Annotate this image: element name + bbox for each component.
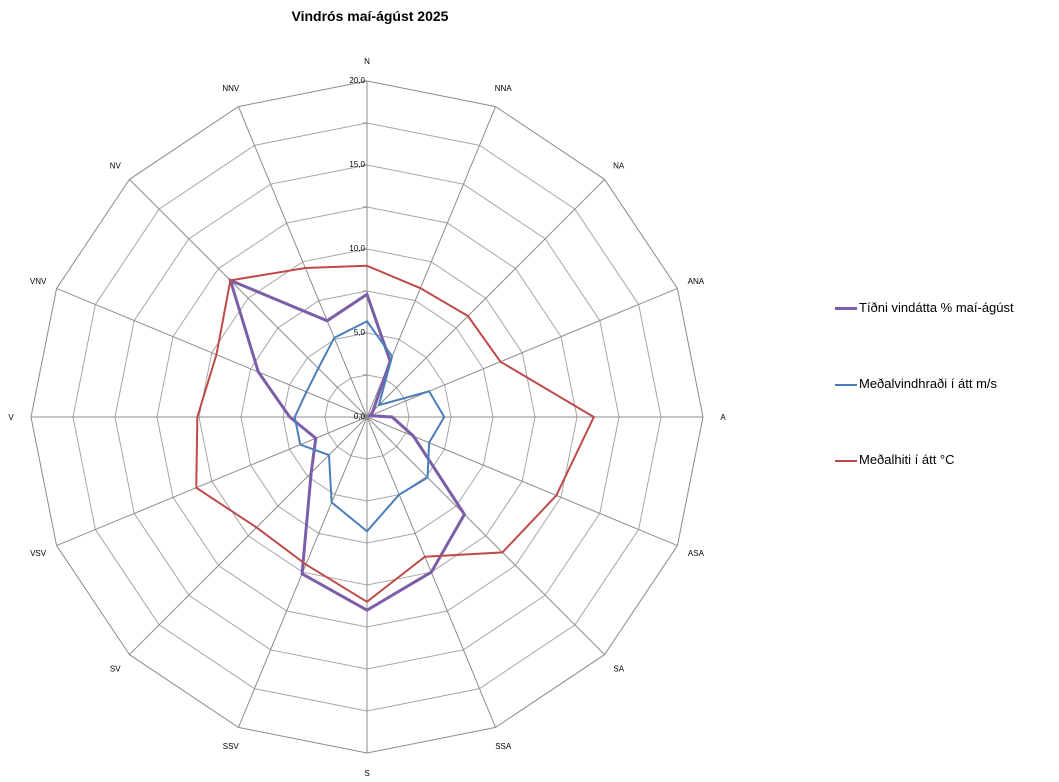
series-lines (195, 264, 596, 612)
grid-spoke (237, 106, 368, 418)
legend-swatch (835, 459, 857, 462)
direction-label-vsv: VSV (30, 549, 47, 558)
series-line-1 (228, 277, 467, 612)
grid-spoke (366, 287, 678, 418)
direction-label-sa: SA (613, 665, 624, 674)
direction-label-asa: ASA (688, 549, 705, 558)
grid-spoke (56, 287, 368, 418)
legend-label: Meðalvindhraði í átt m/s (859, 376, 998, 391)
legend-swatch (835, 383, 857, 386)
legend-item: Meðalvindhraði í átt m/s (835, 376, 997, 391)
legend-label: Tíðni vindátta % maí-ágúst (859, 300, 1014, 315)
direction-label-ssv: SSV (223, 742, 240, 751)
direction-label-nnv: NNV (222, 84, 240, 93)
direction-labels: N NNA NA ANA A ASA SA SSA S SSV SV VSV V VNV NV NNV (8, 57, 726, 778)
direction-label-na: NA (613, 161, 625, 170)
chart-title: Vindrós maí-ágúst 2025 (291, 8, 449, 24)
direction-label-v: V (8, 413, 14, 422)
radial-tick-label: 20,0 (349, 76, 365, 85)
radial-tick-label: 0,0 (354, 412, 366, 421)
direction-label-vnv: VNV (30, 277, 47, 286)
series-line-3 (195, 264, 596, 604)
grid-spoke (366, 416, 678, 547)
direction-label-a: A (720, 413, 726, 422)
direction-label-ssa: SSA (495, 742, 512, 751)
radial-tick-label: 15,0 (349, 160, 365, 169)
legend-item: Meðalhiti í átt °C (835, 452, 955, 467)
radial-tick-label: 10,0 (349, 244, 365, 253)
radar-chart: 0,0 5,0 10,0 15,0 20,0 N NNA NA ANA A ASA SA SSA S SS… (8, 57, 726, 778)
radial-tick-labels: 0,0 5,0 10,0 15,0 20,0 (349, 76, 365, 421)
direction-label-s: S (364, 769, 369, 778)
direction-label-sv: SV (110, 665, 121, 674)
grid-spoke (129, 179, 368, 418)
grid-spoke (56, 416, 368, 547)
direction-label-ana: ANA (688, 277, 705, 286)
legend-swatch (835, 307, 857, 311)
direction-label-n: N (364, 57, 370, 66)
grid-spoke (366, 179, 605, 418)
grid-spoke (129, 416, 368, 655)
radial-tick-label: 5,0 (354, 328, 366, 337)
legend-label: Meðalhiti í átt °C (859, 452, 955, 467)
direction-label-nna: NNA (495, 84, 513, 93)
legend-item: Tíðni vindátta % maí-ágúst (835, 300, 1014, 315)
grid (30, 80, 704, 754)
series-line-2 (293, 319, 446, 533)
grid-spoke (366, 416, 605, 655)
direction-label-nv: NV (110, 161, 122, 170)
